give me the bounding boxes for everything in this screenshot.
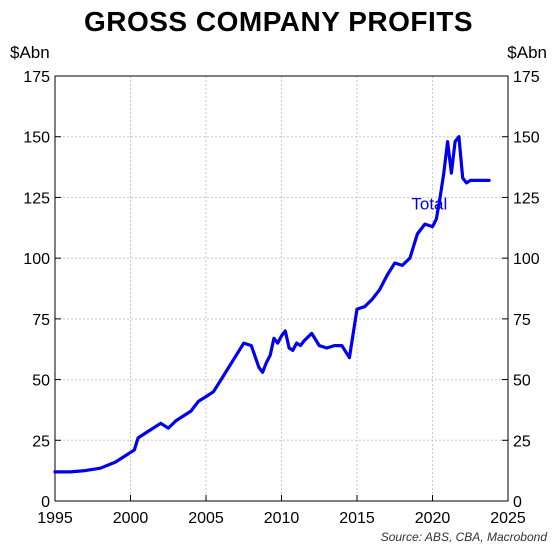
- y-tick-label-right: 125: [513, 190, 540, 207]
- x-tick-label: 2020: [415, 510, 451, 527]
- y-tick-label-right: 25: [513, 433, 531, 450]
- series-line-total: [53, 135, 491, 474]
- x-tick-label: 2005: [188, 510, 224, 527]
- x-tick-label: 2015: [339, 510, 375, 527]
- series-lines: [53, 135, 491, 474]
- y-tick-label-left: 150: [23, 130, 50, 147]
- y-tick-label-left: 0: [41, 494, 50, 511]
- y-tick-label-left: 50: [32, 373, 50, 390]
- y-tick-label-right: 100: [513, 251, 540, 268]
- y-tick-label-right: 50: [513, 373, 531, 390]
- y-tick-label-left: 175: [23, 69, 50, 86]
- y-tick-label-left: 125: [23, 190, 50, 207]
- y-tick-label-right: 175: [513, 69, 540, 86]
- y-tick-label-right: 75: [513, 312, 531, 329]
- y-tick-label-right: 150: [513, 130, 540, 147]
- y-tick-label-left: 75: [32, 312, 50, 329]
- y-axis-unit-left: $Abn: [10, 43, 50, 62]
- x-tick-label: 1995: [37, 510, 73, 527]
- y-tick-label-left: 100: [23, 251, 50, 268]
- gridlines: [55, 76, 508, 501]
- series-label-total: Total: [411, 195, 447, 214]
- series-labels: Total: [411, 195, 447, 214]
- x-tick-label: 2000: [113, 510, 149, 527]
- y-tick-label-right: 0: [513, 494, 522, 511]
- chart-title: GROSS COMPANY PROFITS: [83, 6, 474, 37]
- source-note: Source: ABS, CBA, Macrobond: [381, 530, 548, 544]
- x-tick-label: 2025: [490, 510, 526, 527]
- y-tick-label-left: 25: [32, 433, 50, 450]
- axis-ticks: 0 0 25 25 50 50 75 75 100 100 125 125 150 150 175 175 19…: [23, 69, 540, 527]
- y-axis-unit-right: $Abn: [507, 43, 547, 62]
- x-tick-label: 2010: [264, 510, 300, 527]
